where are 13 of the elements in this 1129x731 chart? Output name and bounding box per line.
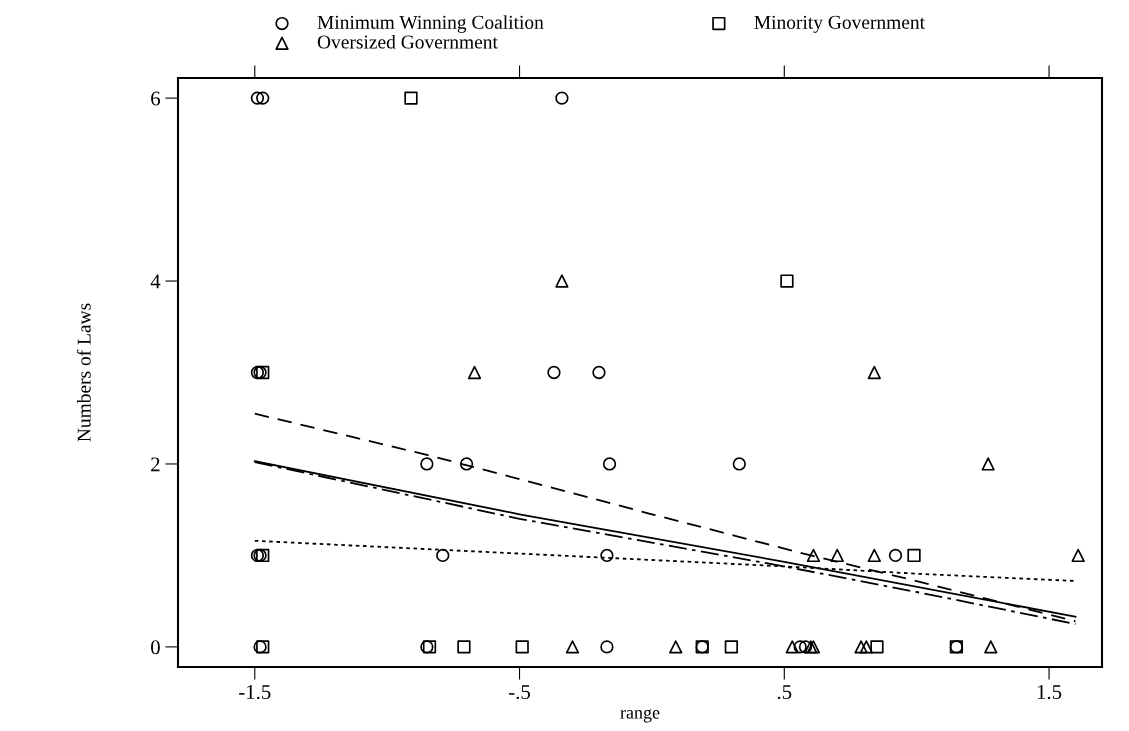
x-tick-label: -.5 xyxy=(509,685,530,700)
legend-label: Minority Government xyxy=(754,15,925,33)
y-tick-label: 2 xyxy=(151,457,160,472)
legend-label: Minimum Winning Coalition xyxy=(317,15,544,33)
x-tick-label: 1.5 xyxy=(1037,685,1062,700)
x-tick-label: -1.5 xyxy=(239,685,271,700)
y-tick-label: 6 xyxy=(151,91,161,106)
legend-label: Oversized Government xyxy=(317,34,498,49)
x-axis-title: range xyxy=(620,709,660,723)
y-tick-label: 0 xyxy=(151,640,160,655)
y-tick-label: 4 xyxy=(150,274,161,289)
y-axis-title: Numbers of Laws xyxy=(76,303,91,442)
x-tick-label: .5 xyxy=(777,685,792,700)
